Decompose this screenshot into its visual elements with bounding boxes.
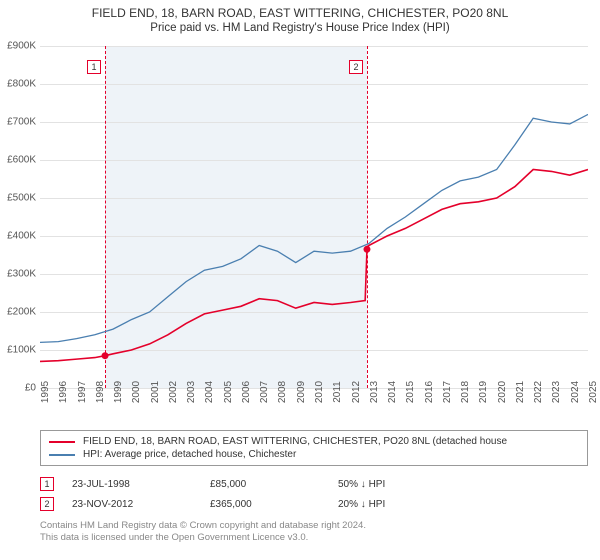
- event-price: £85,000: [210, 479, 320, 490]
- legend: FIELD END, 18, BARN ROAD, EAST WITTERING…: [40, 430, 588, 466]
- footer-line: This data is licensed under the Open Gov…: [40, 532, 588, 544]
- marker-badge: 1: [87, 60, 101, 74]
- y-tick-label: £900K: [7, 41, 36, 52]
- series-property: [40, 170, 588, 362]
- x-tick-label: 2025: [588, 381, 599, 403]
- y-tick-label: £400K: [7, 231, 36, 242]
- event-price: £365,000: [210, 499, 320, 510]
- events-table: 1 23-JUL-1998 £85,000 50% ↓ HPI 2 23-NOV…: [40, 474, 588, 514]
- legend-swatch: [49, 454, 75, 456]
- y-tick-label: £800K: [7, 79, 36, 90]
- page-title: FIELD END, 18, BARN ROAD, EAST WITTERING…: [10, 6, 590, 20]
- y-tick-label: £700K: [7, 117, 36, 128]
- footer: Contains HM Land Registry data © Crown c…: [40, 520, 588, 545]
- marker-point: [102, 352, 109, 359]
- chart: £0£100K£200K£300K£400K£500K£600K£700K£80…: [40, 46, 588, 388]
- legend-label: FIELD END, 18, BARN ROAD, EAST WITTERING…: [83, 436, 507, 447]
- event-row: 1 23-JUL-1998 £85,000 50% ↓ HPI: [40, 474, 588, 494]
- y-tick-label: £0: [25, 383, 36, 394]
- y-tick-label: £600K: [7, 155, 36, 166]
- event-delta: 20% ↓ HPI: [338, 499, 385, 510]
- y-tick-label: £100K: [7, 345, 36, 356]
- event-date: 23-NOV-2012: [72, 499, 192, 510]
- event-marker-icon: 1: [40, 477, 54, 491]
- event-delta: 50% ↓ HPI: [338, 479, 385, 490]
- y-tick-label: £300K: [7, 269, 36, 280]
- series-hpi: [40, 114, 588, 342]
- event-row: 2 23-NOV-2012 £365,000 20% ↓ HPI: [40, 494, 588, 514]
- footer-line: Contains HM Land Registry data © Crown c…: [40, 520, 588, 532]
- y-tick-label: £500K: [7, 193, 36, 204]
- y-tick-label: £200K: [7, 307, 36, 318]
- page-subtitle: Price paid vs. HM Land Registry's House …: [10, 22, 590, 34]
- event-date: 23-JUL-1998: [72, 479, 192, 490]
- event-marker-icon: 2: [40, 497, 54, 511]
- marker-point: [363, 246, 370, 253]
- legend-item: HPI: Average price, detached house, Chic…: [49, 448, 579, 461]
- legend-item: FIELD END, 18, BARN ROAD, EAST WITTERING…: [49, 435, 579, 448]
- legend-label: HPI: Average price, detached house, Chic…: [83, 449, 296, 460]
- marker-badge: 2: [349, 60, 363, 74]
- legend-swatch: [49, 441, 75, 443]
